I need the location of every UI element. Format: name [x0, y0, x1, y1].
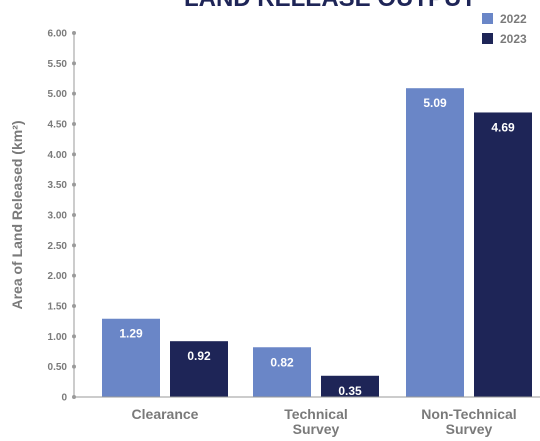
y-tick-label: 4.00	[48, 150, 68, 161]
y-tick-mark	[72, 31, 76, 35]
data-label: 0.92	[187, 349, 211, 363]
data-label: 0.35	[338, 384, 362, 398]
y-tick-mark	[72, 273, 76, 278]
legend-swatch-2022	[482, 13, 493, 24]
legend-swatch-2023	[482, 33, 493, 44]
bar-2022-0	[102, 318, 160, 397]
x-tick-label: Technical	[284, 406, 348, 422]
data-label: 5.09	[423, 96, 447, 110]
y-tick-label: 1.00	[48, 332, 68, 343]
y-tick-mark	[72, 91, 76, 96]
y-tick-label: 3.00	[48, 211, 68, 222]
y-tick-mark	[72, 213, 76, 217]
y-tick-label: 2.50	[48, 241, 68, 252]
legend-label: 2022	[500, 12, 527, 26]
chart-title: LAND RELEASE OUTPUT	[184, 0, 476, 12]
bar-2022-2	[406, 88, 464, 397]
bar-2023-1	[321, 375, 379, 397]
y-tick-mark	[72, 334, 76, 339]
y-tick-mark	[72, 364, 76, 369]
y-tick-mark	[72, 243, 76, 248]
x-tick-label: Survey	[446, 421, 493, 437]
y-tick-label: 6.00	[48, 29, 68, 40]
y-tick-label: 5.50	[48, 59, 68, 70]
y-tick-mark	[72, 61, 76, 66]
y-tick-mark	[72, 122, 76, 126]
y-tick-label: 2.00	[48, 271, 68, 282]
x-tick-label: Survey	[293, 421, 340, 437]
bar-2023-2	[474, 112, 532, 398]
data-label: 1.29	[119, 327, 143, 341]
y-tick-mark	[72, 304, 76, 308]
data-label: 4.69	[491, 120, 515, 134]
legend-label: 2023	[500, 32, 527, 46]
y-tick-label: 0.50	[48, 362, 68, 373]
y-tick-label: 1.50	[48, 302, 68, 313]
x-tick-label: Non-Technical	[421, 406, 516, 422]
y-tick-mark	[72, 182, 76, 187]
y-tick-label: 5.00	[48, 89, 68, 100]
y-tick-label: 3.50	[48, 180, 68, 191]
y-tick-label: 4.50	[48, 120, 68, 131]
data-label: 0.82	[270, 355, 294, 369]
bar-2022-1	[253, 347, 311, 397]
y-tick-mark	[72, 152, 76, 157]
bar-2023-0	[170, 341, 228, 397]
y-tick-label: 0	[61, 393, 67, 404]
y-axis-label: Area of Land Released (km²)	[9, 120, 25, 309]
x-tick-label: Clearance	[132, 406, 199, 422]
